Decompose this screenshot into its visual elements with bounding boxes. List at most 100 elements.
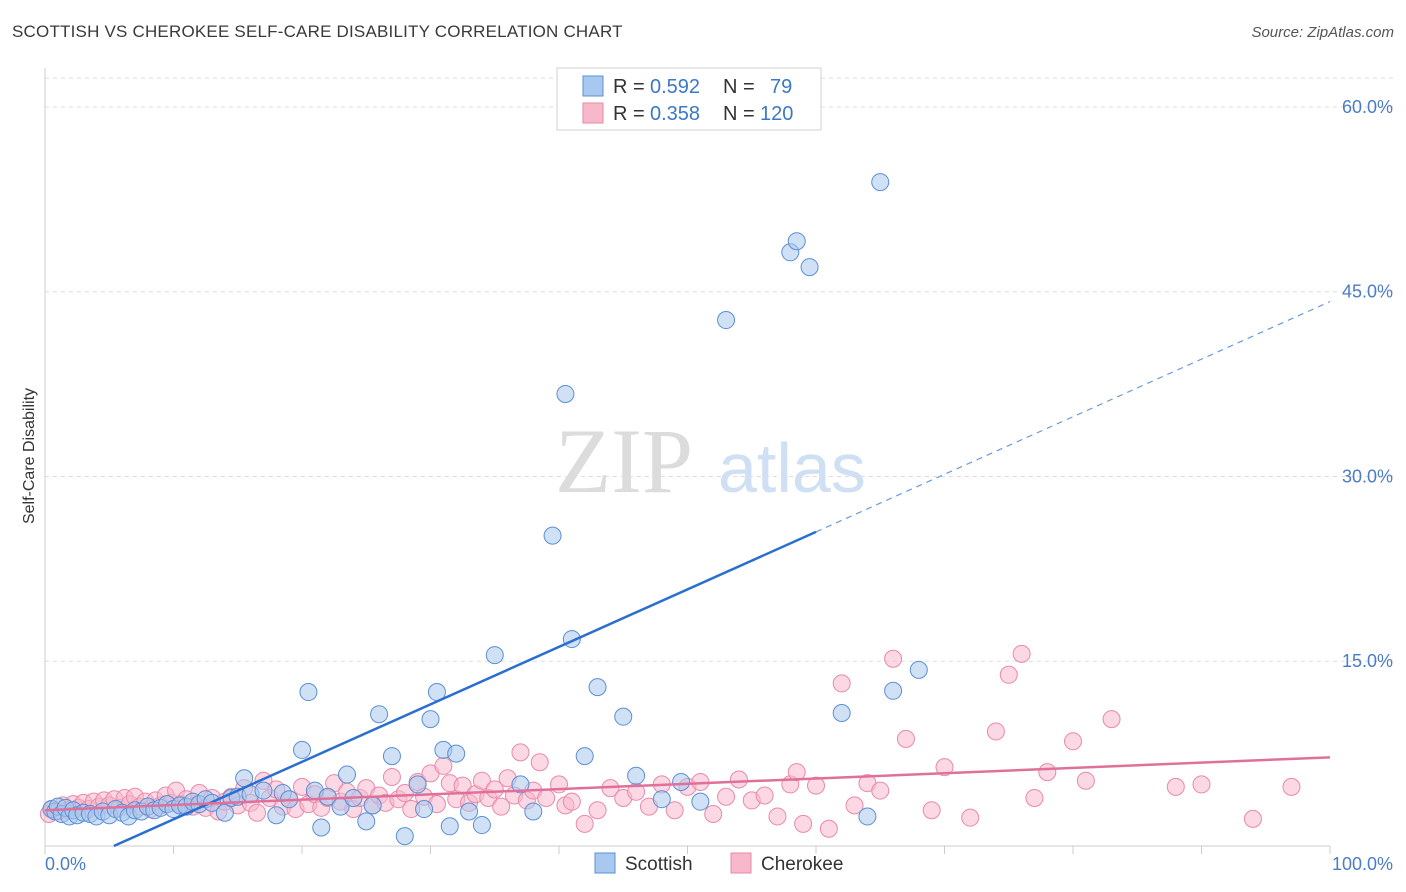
cherokee-point <box>485 780 504 799</box>
cherokee-point <box>807 776 825 795</box>
cherokee-point <box>755 786 774 805</box>
x-tick-labels: 0.0% 100.0% <box>45 854 1393 874</box>
cherokee-point <box>1012 644 1031 663</box>
cherokee-point <box>961 808 980 827</box>
cherokee-point <box>1282 777 1301 796</box>
scottish-point <box>691 792 710 811</box>
scottish-point <box>337 765 356 784</box>
scottish-point <box>472 816 491 835</box>
scottish-point <box>357 812 376 831</box>
x-tick-label-min: 0.0% <box>45 854 86 874</box>
bottom-legend-scottish: Scottish <box>625 854 693 875</box>
cherokee-trend-line <box>44 756 1331 812</box>
watermark-zip: ZIP <box>555 410 693 512</box>
cherokee-point <box>1243 809 1262 828</box>
cherokee-point <box>922 801 941 820</box>
scottish-points <box>42 173 928 846</box>
trend-lines <box>44 301 1331 848</box>
cherokee-point <box>768 807 787 826</box>
scottish-point <box>254 781 273 800</box>
scottish-point <box>884 681 903 700</box>
scottish-point <box>588 678 607 697</box>
cherokee-point <box>884 649 903 668</box>
cherokee-point <box>1102 710 1121 729</box>
y-tick-labels: 15.0% 30.0% 45.0% 60.0% <box>1342 97 1393 671</box>
cherokee-point <box>562 792 581 811</box>
scottish-point <box>543 526 562 545</box>
scottish-point <box>299 683 318 702</box>
legend: R = 0.592 N = 79 R = 0.358 N = 120 <box>556 67 822 131</box>
cherokee-point <box>492 797 511 816</box>
scottish-point <box>717 311 736 330</box>
bottom-legend-cherokee: Cherokee <box>761 854 843 875</box>
scottish-point <box>858 807 877 826</box>
bottom-legend-swatch-cherokee <box>730 852 752 874</box>
chart-title: SCOTTISH VS CHEROKEE SELF-CARE DISABILIT… <box>12 22 623 41</box>
bottom-legend: Scottish Cherokee <box>594 852 843 875</box>
legend-n-label-2: N = <box>723 103 755 125</box>
cherokee-point <box>382 768 401 787</box>
cherokee-point <box>896 729 915 748</box>
scottish-point <box>800 258 819 277</box>
scottish-point <box>524 802 543 821</box>
scottish-trend-extension <box>815 301 1331 533</box>
scottish-point <box>447 744 466 763</box>
cherokee-point <box>1076 771 1095 790</box>
scottish-point <box>511 775 530 794</box>
y-tick-label: 60.0% <box>1342 97 1393 117</box>
scottish-point <box>652 790 671 809</box>
scottish-point <box>832 703 851 722</box>
scottish-point <box>318 787 337 806</box>
legend-r-value-1: 0.592 <box>650 76 700 98</box>
scottish-point <box>382 747 401 766</box>
axes <box>44 68 1331 854</box>
scottish-point <box>627 766 646 785</box>
scottish-point <box>370 705 389 724</box>
scottish-point <box>614 707 633 726</box>
cherokee-point <box>511 743 530 762</box>
scottish-point <box>787 232 806 251</box>
cherokee-point <box>819 819 838 838</box>
scottish-point <box>460 802 479 821</box>
cherokee-point <box>665 801 684 820</box>
scottish-point <box>672 772 691 791</box>
cherokee-point <box>537 788 556 807</box>
scottish-point <box>440 817 459 836</box>
y-tick-label: 45.0% <box>1342 282 1393 302</box>
cherokee-point <box>1192 775 1211 794</box>
cherokee-point <box>248 803 267 822</box>
legend-n-value-1: 79 <box>770 76 792 98</box>
scottish-point <box>293 740 311 759</box>
legend-n-label-1: N = <box>723 76 755 98</box>
y-tick-label: 15.0% <box>1342 651 1393 671</box>
bottom-legend-swatch-scottish <box>594 852 616 874</box>
scottish-point <box>408 775 427 794</box>
scottish-point <box>421 710 440 729</box>
cherokee-point <box>729 770 748 789</box>
y-tick-label: 30.0% <box>1342 466 1393 486</box>
cherokee-point <box>832 674 851 693</box>
legend-n-value-2: 120 <box>760 103 793 125</box>
cherokee-point <box>986 722 1005 741</box>
scottish-point <box>395 827 414 846</box>
cherokee-point <box>434 756 453 775</box>
cherokee-point <box>787 763 806 782</box>
cherokee-point <box>704 804 723 823</box>
scottish-point <box>871 173 890 192</box>
cherokee-point <box>530 753 549 772</box>
scottish-point <box>415 800 434 819</box>
legend-r-value-2: 0.358 <box>650 103 700 125</box>
cherokee-point <box>999 665 1018 684</box>
cherokee-point <box>575 814 594 833</box>
scottish-trend-line <box>113 530 817 848</box>
cherokee-point <box>588 801 607 820</box>
legend-r-label-1: R = <box>613 76 645 98</box>
source-label: Source: ZipAtlas.com <box>1251 24 1394 41</box>
cherokee-point <box>871 781 890 800</box>
legend-swatch-scottish <box>582 75 604 97</box>
legend-r-label-2: R = <box>613 103 645 125</box>
scottish-point <box>909 660 928 679</box>
watermark-atlas: atlas <box>718 429 866 507</box>
x-tick-label-max: 100.0% <box>1332 854 1393 874</box>
